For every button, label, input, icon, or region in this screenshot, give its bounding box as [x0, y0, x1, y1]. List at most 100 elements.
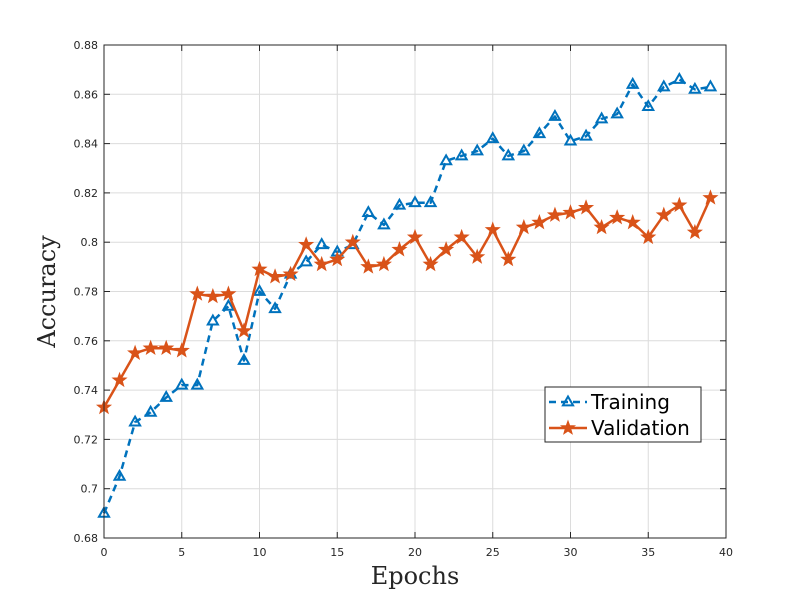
data-point-training [159, 389, 173, 402]
legend-entry-training: Training [549, 390, 670, 414]
data-point-validation [298, 236, 315, 252]
data-point-training [221, 298, 236, 311]
data-point-validation [438, 241, 455, 257]
data-point-validation [655, 206, 672, 222]
data-point-training [672, 71, 687, 84]
data-point-training [299, 254, 313, 267]
y-tick-label: 0.78 [74, 286, 99, 299]
data-point-training [439, 153, 453, 166]
legend-label: Training [590, 390, 670, 414]
data-point-validation [329, 250, 346, 267]
data-point-validation [204, 287, 221, 304]
data-point-validation [453, 228, 470, 245]
data-point-validation [702, 189, 719, 205]
data-point-training [641, 99, 656, 112]
y-tick-label: 0.82 [74, 187, 99, 200]
x-axis-label: Epochs [371, 562, 460, 590]
data-point-training [657, 79, 671, 92]
data-point-validation [578, 199, 595, 215]
data-point-validation [484, 221, 501, 237]
data-point-training [470, 143, 484, 156]
data-point-validation [142, 339, 159, 356]
data-point-training [563, 133, 578, 146]
x-tick-label: 35 [641, 546, 655, 559]
data-point-validation [671, 196, 688, 213]
x-tick-label: 30 [564, 546, 578, 559]
data-point-validation [515, 218, 532, 235]
data-point-training [206, 313, 220, 326]
data-point-validation [158, 339, 175, 356]
data-point-validation [593, 218, 610, 235]
legend-label: Validation [591, 416, 690, 440]
data-point-validation [220, 285, 237, 301]
y-tick-label: 0.7 [81, 483, 99, 496]
data-point-training [579, 128, 593, 141]
data-point-training [408, 195, 422, 208]
x-tick-label: 15 [330, 546, 344, 559]
data-point-validation [360, 258, 377, 274]
data-point-validation [111, 371, 128, 388]
x-tick-label: 20 [408, 546, 422, 559]
data-point-training [485, 131, 500, 144]
data-point-training [548, 108, 562, 121]
data-point-training [112, 468, 127, 481]
data-point-training [688, 81, 702, 94]
data-point-training [625, 76, 640, 89]
data-point-validation [251, 260, 268, 277]
data-point-validation [406, 228, 424, 245]
data-point-training [174, 377, 189, 390]
legend-marker [559, 419, 577, 435]
ticks: 0 5 10 15 20 25 30 35 40 0.68 0.7 0.72 0.74 0.76 0.78 0… [74, 39, 734, 559]
data-point-training [128, 414, 142, 427]
data-point-training [594, 111, 609, 124]
series-validation [95, 189, 719, 415]
y-tick-label: 0.84 [74, 138, 99, 151]
data-point-validation [686, 223, 703, 240]
y-axis-label: Accuracy [33, 235, 61, 349]
y-tick-label: 0.76 [74, 335, 99, 348]
data-point-validation [640, 228, 657, 245]
data-point-validation [624, 214, 641, 230]
series-layer [95, 71, 719, 518]
legend-marker [561, 394, 575, 407]
data-point-training [532, 126, 547, 139]
data-point-validation [127, 344, 144, 360]
x-tick-label: 25 [486, 546, 500, 559]
y-tick-label: 0.68 [74, 532, 99, 545]
data-point-training [377, 217, 391, 230]
data-point-training [501, 148, 516, 161]
data-point-training [268, 301, 282, 314]
data-point-training [252, 283, 267, 296]
x-tick-label: 40 [719, 546, 733, 559]
y-tick-label: 0.74 [74, 384, 99, 397]
data-point-training [610, 106, 624, 119]
data-point-validation [531, 214, 548, 230]
data-point-validation [189, 285, 206, 301]
data-point-validation [375, 255, 392, 272]
y-tick-label: 0.72 [74, 433, 99, 446]
data-point-validation [422, 255, 439, 272]
series-line-training [102, 78, 711, 514]
data-point-training [190, 377, 205, 390]
x-tick-label: 0 [101, 546, 108, 559]
data-point-validation [500, 250, 517, 267]
data-point-validation [609, 209, 626, 225]
y-tick-label: 0.86 [74, 88, 99, 101]
y-tick-label: 0.88 [74, 39, 99, 52]
x-tick-label: 5 [178, 546, 185, 559]
x-tick-label: 10 [253, 546, 267, 559]
data-point-validation [546, 206, 563, 222]
data-point-training [423, 195, 438, 208]
data-point-training [361, 205, 376, 218]
data-point-validation [282, 265, 299, 282]
data-point-training [314, 237, 329, 250]
legend-entry-validation: Validation [549, 416, 690, 440]
data-point-training [392, 197, 407, 210]
data-point-validation [313, 255, 330, 272]
y-tick-label: 0.8 [81, 236, 99, 249]
series-training [97, 71, 718, 518]
data-point-validation [391, 241, 408, 257]
data-point-training [143, 404, 158, 417]
